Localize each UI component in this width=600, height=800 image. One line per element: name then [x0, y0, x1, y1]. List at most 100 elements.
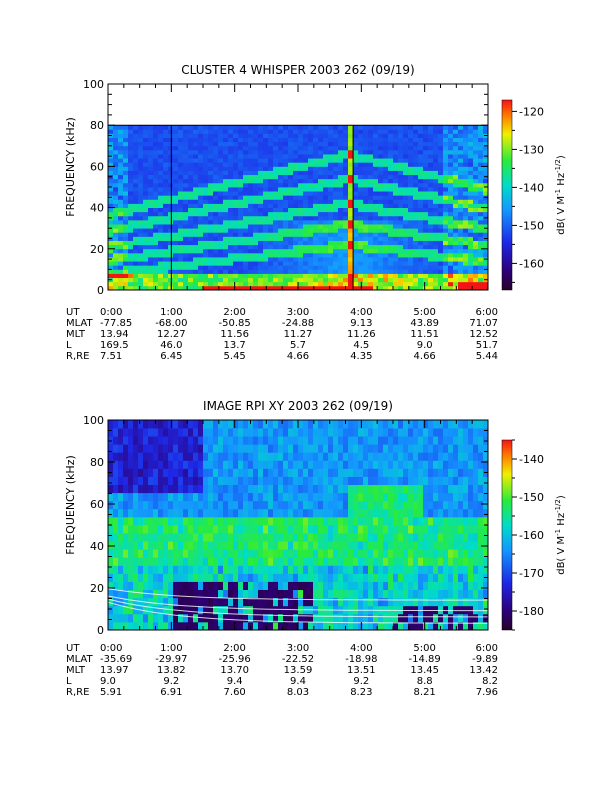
ephemeris-value: 4:00	[350, 307, 372, 318]
spectrogram-cell	[153, 248, 159, 254]
spectrogram-cell	[133, 277, 139, 283]
spectrogram-cell	[308, 476, 314, 486]
spectrogram-cell	[238, 187, 244, 192]
spectrogram-cell	[378, 145, 384, 151]
spectrogram-cell	[473, 248, 479, 254]
spectrogram-cell	[338, 452, 344, 461]
spectrogram-cell	[293, 573, 299, 582]
spectrogram-cell	[143, 261, 149, 266]
spectrogram-cell	[183, 232, 189, 237]
spectrogram-cell	[238, 557, 244, 566]
spectrogram-cell	[138, 170, 144, 176]
spectrogram-cell	[378, 273, 384, 279]
spectrogram-cell	[108, 207, 114, 213]
spectrogram-cell	[388, 257, 394, 262]
spectrogram-cell	[238, 265, 244, 270]
spectrogram-cell	[403, 252, 409, 258]
spectrogram-cell	[378, 154, 384, 159]
spectrogram-cell	[338, 265, 344, 270]
spectrogram-cell	[303, 269, 309, 274]
spectrogram-cell	[348, 187, 354, 192]
spectrogram-cell	[153, 533, 159, 542]
spectrogram-cell	[233, 261, 239, 266]
spectrogram-cell	[253, 605, 259, 615]
spectrogram-cell	[373, 178, 379, 184]
spectrogram-cell	[153, 557, 159, 566]
spectrogram-cell	[298, 203, 304, 208]
spectrogram-cell	[373, 240, 379, 246]
spectrogram-cell	[253, 199, 259, 204]
spectrogram-cell	[393, 452, 399, 461]
spectrogram-cell	[308, 154, 314, 159]
spectrogram-cell	[133, 215, 139, 221]
spectrogram-cell	[158, 228, 164, 233]
spectrogram-cell	[398, 281, 404, 287]
spectrogram-cell	[313, 133, 319, 138]
spectrogram-cell	[293, 613, 299, 623]
spectrogram-cell	[283, 232, 289, 237]
spectrogram-cell	[298, 428, 304, 437]
spectrogram-cell	[448, 516, 454, 526]
spectrogram-cell	[138, 248, 144, 254]
spectrogram-cell	[353, 236, 359, 241]
spectrogram-cell	[393, 219, 399, 225]
spectrogram-cell	[273, 166, 279, 171]
spectrogram-cell	[323, 178, 329, 184]
spectrogram-cell	[323, 203, 329, 208]
spectrogram-cell	[213, 605, 219, 615]
spectrogram-cell	[218, 557, 224, 566]
spectrogram-cell	[143, 129, 149, 134]
spectrogram-cell	[258, 211, 264, 217]
spectrogram-cell	[298, 420, 304, 429]
spectrogram-cell	[273, 500, 279, 510]
spectrogram-cell	[453, 261, 459, 266]
spectrogram-cell	[213, 460, 219, 469]
spectrogram-cell	[268, 436, 274, 445]
spectrogram-cell	[293, 281, 299, 287]
spectrogram-cell	[213, 133, 219, 138]
spectrogram-cell	[253, 573, 259, 582]
spectrogram-cell	[228, 265, 234, 270]
spectrogram-cell	[118, 500, 124, 510]
spectrogram-cell	[438, 541, 444, 550]
spectrogram-cell	[363, 533, 369, 542]
spectrogram-cell	[148, 533, 154, 542]
spectrogram-cell	[393, 460, 399, 469]
spectrogram-cell	[173, 265, 179, 270]
spectrogram-cell	[158, 145, 164, 151]
spectrogram-cell	[433, 224, 439, 229]
spectrogram-cell	[333, 170, 339, 176]
spectrogram-cell	[228, 273, 234, 279]
spectrogram-cell	[328, 252, 334, 258]
spectrogram-cell	[353, 252, 359, 258]
spectrogram-cell	[313, 248, 319, 254]
spectrogram-cell	[283, 452, 289, 461]
spectrogram-cell	[268, 145, 274, 151]
spectrogram-cell	[383, 452, 389, 461]
spectrogram-cell	[248, 125, 254, 130]
spectrogram-cell	[138, 154, 144, 159]
spectrogram-cell	[158, 158, 164, 163]
spectrogram-cell	[368, 541, 374, 550]
spectrogram-cell	[248, 248, 254, 254]
spectrogram-cell	[203, 476, 209, 486]
spectrogram-cell	[398, 129, 404, 134]
spectrogram-cell	[433, 265, 439, 270]
spectrogram-cell	[438, 557, 444, 566]
spectrogram-cell	[223, 211, 229, 217]
spectrogram-cell	[423, 257, 429, 262]
spectrogram-cell	[363, 613, 369, 623]
spectrogram-cell	[303, 565, 309, 574]
spectrogram-cell	[138, 145, 144, 151]
spectrogram-cell	[393, 133, 399, 138]
spectrogram-cell	[243, 257, 249, 262]
spectrogram-cell	[388, 158, 394, 163]
spectrogram-cell	[413, 195, 419, 200]
spectrogram-cell	[123, 199, 129, 204]
spectrogram-cell	[258, 541, 264, 550]
spectrogram-cell	[483, 207, 489, 213]
spectrogram-cell	[463, 137, 469, 143]
spectrogram-cell	[233, 500, 239, 510]
spectrogram-cell	[438, 178, 444, 184]
spectrogram-cell	[468, 125, 474, 130]
